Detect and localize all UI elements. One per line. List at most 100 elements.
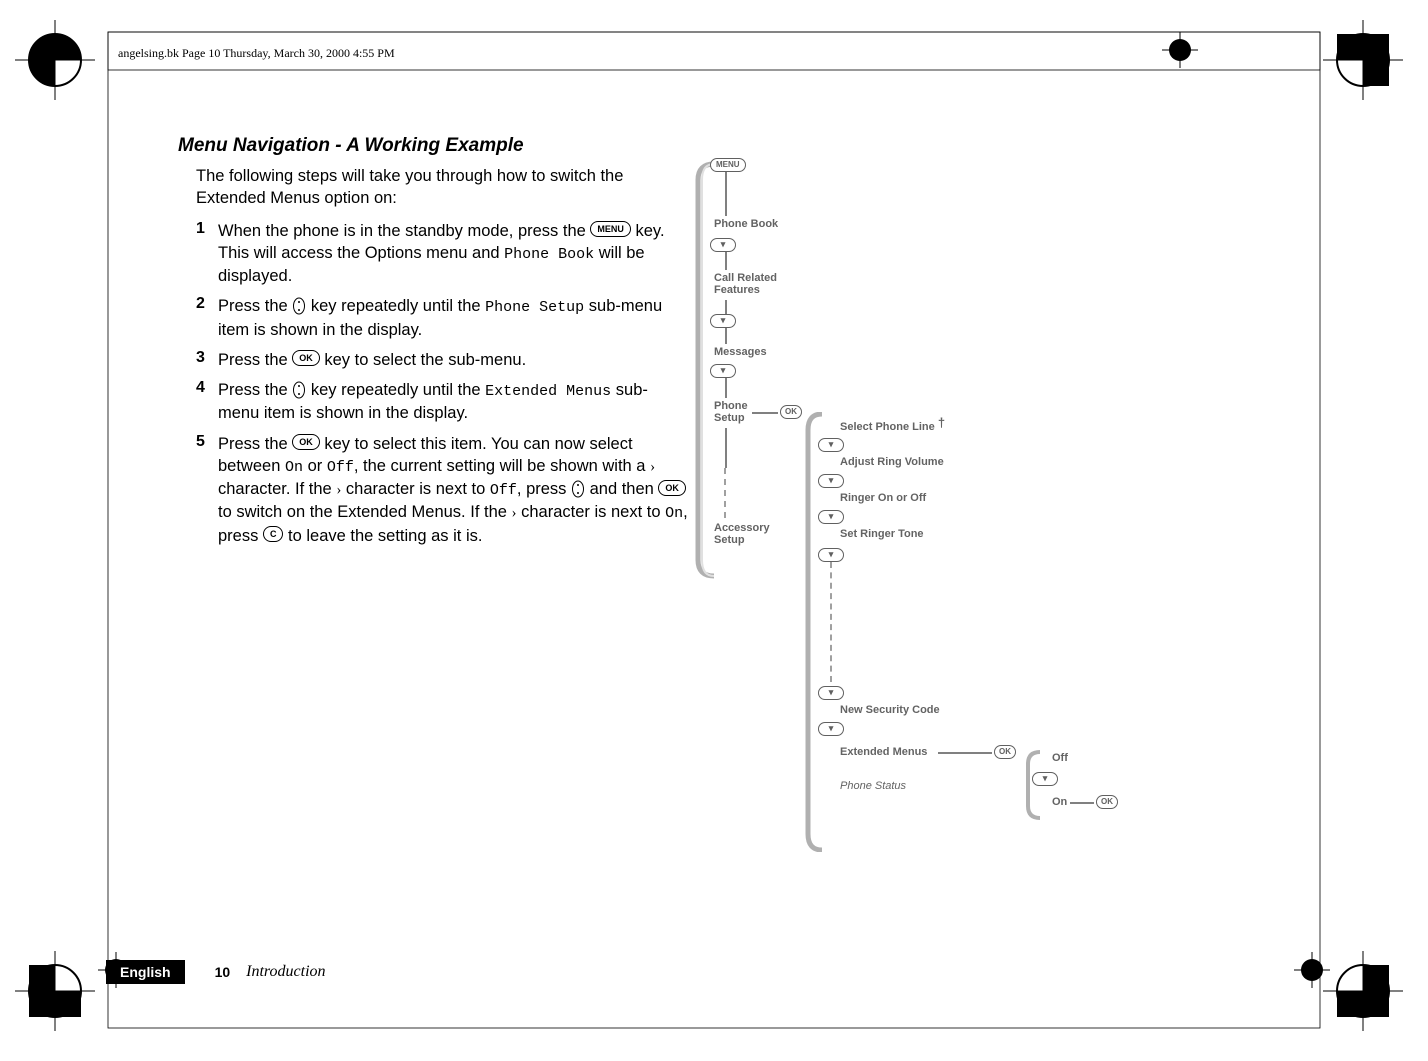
menu-key-icon: MENU	[590, 221, 631, 237]
label-messages: Messages	[714, 346, 767, 358]
connector-line	[725, 428, 727, 468]
mono-text: Phone Setup	[485, 299, 584, 316]
label-adjust-ring-volume: Adjust Ring Volume	[840, 456, 944, 468]
scroll-key-icon	[571, 480, 585, 498]
text: Press the	[218, 351, 292, 369]
mono-text: On	[285, 459, 303, 476]
ok-key-icon: OK	[780, 405, 802, 419]
text: Press the	[218, 435, 292, 453]
mono-text: On	[665, 505, 683, 522]
steps-list: 1 When the phone is in the standby mode,…	[196, 220, 688, 547]
text: key repeatedly until the	[306, 381, 485, 399]
text: key to select the sub-menu.	[320, 351, 526, 369]
mono-text: Phone Book	[504, 246, 594, 263]
step-number: 5	[196, 433, 218, 547]
scroll-key-icon	[292, 297, 306, 315]
footer-section-title: Introduction	[246, 963, 325, 981]
label-phone-setup: Phone Setup	[714, 400, 748, 424]
label-phone-book: Phone Book	[714, 218, 778, 230]
text: When the phone is in the standby mode, p…	[218, 222, 590, 240]
ok-key-icon: OK	[658, 480, 686, 496]
footer-page-number: 10	[215, 964, 231, 980]
intro-paragraph: The following steps will take you throug…	[196, 165, 688, 210]
step-5: 5 Press the OK key to select this item. …	[196, 433, 688, 547]
mono-text: Extended Menus	[485, 383, 611, 400]
text: Select Phone Line	[840, 421, 935, 433]
down-key-icon: ▾	[818, 474, 844, 488]
header-filename: angelsing.bk Page 10 Thursday, March 30,…	[118, 46, 395, 61]
text: , press	[517, 480, 571, 498]
connector-line	[725, 300, 727, 314]
step-body: Press the OK key to select this item. Yo…	[218, 433, 688, 547]
menu-diagram: MENU Phone Book ▾ Call Related Features …	[692, 150, 1332, 870]
page-footer: English 10 Introduction	[106, 960, 1322, 984]
label-extended-menus: Extended Menus	[840, 746, 927, 758]
connector-dash	[724, 468, 726, 518]
step-number: 4	[196, 379, 218, 425]
scroll-key-icon	[292, 381, 306, 399]
footer-language: English	[106, 960, 185, 984]
text: or	[303, 457, 327, 475]
connector-line	[1070, 802, 1094, 804]
down-key-icon: ▾	[818, 548, 844, 562]
text: to leave the setting as it is.	[283, 527, 482, 545]
label-new-security-code: New Security Code	[840, 704, 940, 716]
step-2: 2 Press the key repeatedly until the Pho…	[196, 295, 688, 341]
down-key-icon: ▾	[710, 314, 736, 328]
step-body: When the phone is in the standby mode, p…	[218, 220, 688, 288]
down-key-icon: ▾	[710, 238, 736, 252]
menu-key-icon: MENU	[710, 158, 746, 172]
step-number: 3	[196, 349, 218, 371]
step-body: Press the OK key to select the sub-menu.	[218, 349, 526, 371]
label-set-ringer-tone: Set Ringer Tone	[840, 528, 924, 540]
text: character is next to	[517, 503, 666, 521]
step-3: 3 Press the OK key to select the sub-men…	[196, 349, 688, 371]
connector-line	[725, 252, 727, 270]
text: to switch on the Extended Menus. If the	[218, 503, 512, 521]
text: character is next to	[341, 480, 490, 498]
step-body: Press the key repeatedly until the Phone…	[218, 295, 688, 341]
connector-line	[725, 172, 727, 216]
text: , the current setting will be shown with…	[354, 457, 650, 475]
ok-key-icon: OK	[1096, 795, 1118, 809]
step-4: 4 Press the key repeatedly until the Ext…	[196, 379, 688, 425]
label-phone-status: Phone Status	[840, 780, 906, 792]
section-heading: Menu Navigation - A Working Example	[178, 135, 688, 157]
connector-line	[725, 328, 727, 344]
mono-text: Off	[327, 459, 354, 476]
down-key-icon: ▾	[1032, 772, 1058, 786]
content-column: Menu Navigation - A Working Example The …	[178, 135, 688, 555]
ok-key-icon: OK	[292, 350, 320, 366]
connector-line	[725, 378, 727, 398]
label-off: Off	[1052, 752, 1068, 764]
step-body: Press the key repeatedly until the Exten…	[218, 379, 688, 425]
step-number: 1	[196, 220, 218, 288]
label-select-phone-line: Select Phone Line †	[840, 418, 945, 433]
down-key-icon: ▾	[818, 686, 844, 700]
down-key-icon: ▾	[818, 510, 844, 524]
label-ringer-on-off: Ringer On or Off	[840, 492, 926, 504]
text: character. If the	[218, 480, 336, 498]
label-accessory-setup: Accessory Setup	[714, 522, 770, 546]
ok-key-icon: OK	[994, 745, 1016, 759]
c-key-icon: C	[263, 526, 284, 542]
text: and then	[585, 480, 658, 498]
connector-line	[938, 752, 992, 754]
text: Press the	[218, 297, 292, 315]
dagger-icon: †	[938, 415, 945, 430]
reg-mark-tr	[1308, 0, 1428, 120]
ok-key-icon: OK	[292, 434, 320, 450]
mono-text: Off	[490, 482, 517, 499]
step-1: 1 When the phone is in the standby mode,…	[196, 220, 688, 288]
label-call-related: Call Related Features	[714, 272, 777, 296]
text: Press the	[218, 381, 292, 399]
arrow-icon: ›	[650, 459, 655, 475]
connector-dash	[830, 562, 832, 682]
text: key repeatedly until the	[306, 297, 485, 315]
step-number: 2	[196, 295, 218, 341]
label-on: On	[1052, 796, 1067, 808]
down-key-icon: ▾	[710, 364, 736, 378]
connector-line	[752, 412, 778, 414]
down-key-icon: ▾	[818, 438, 844, 452]
down-key-icon: ▾	[818, 722, 844, 736]
